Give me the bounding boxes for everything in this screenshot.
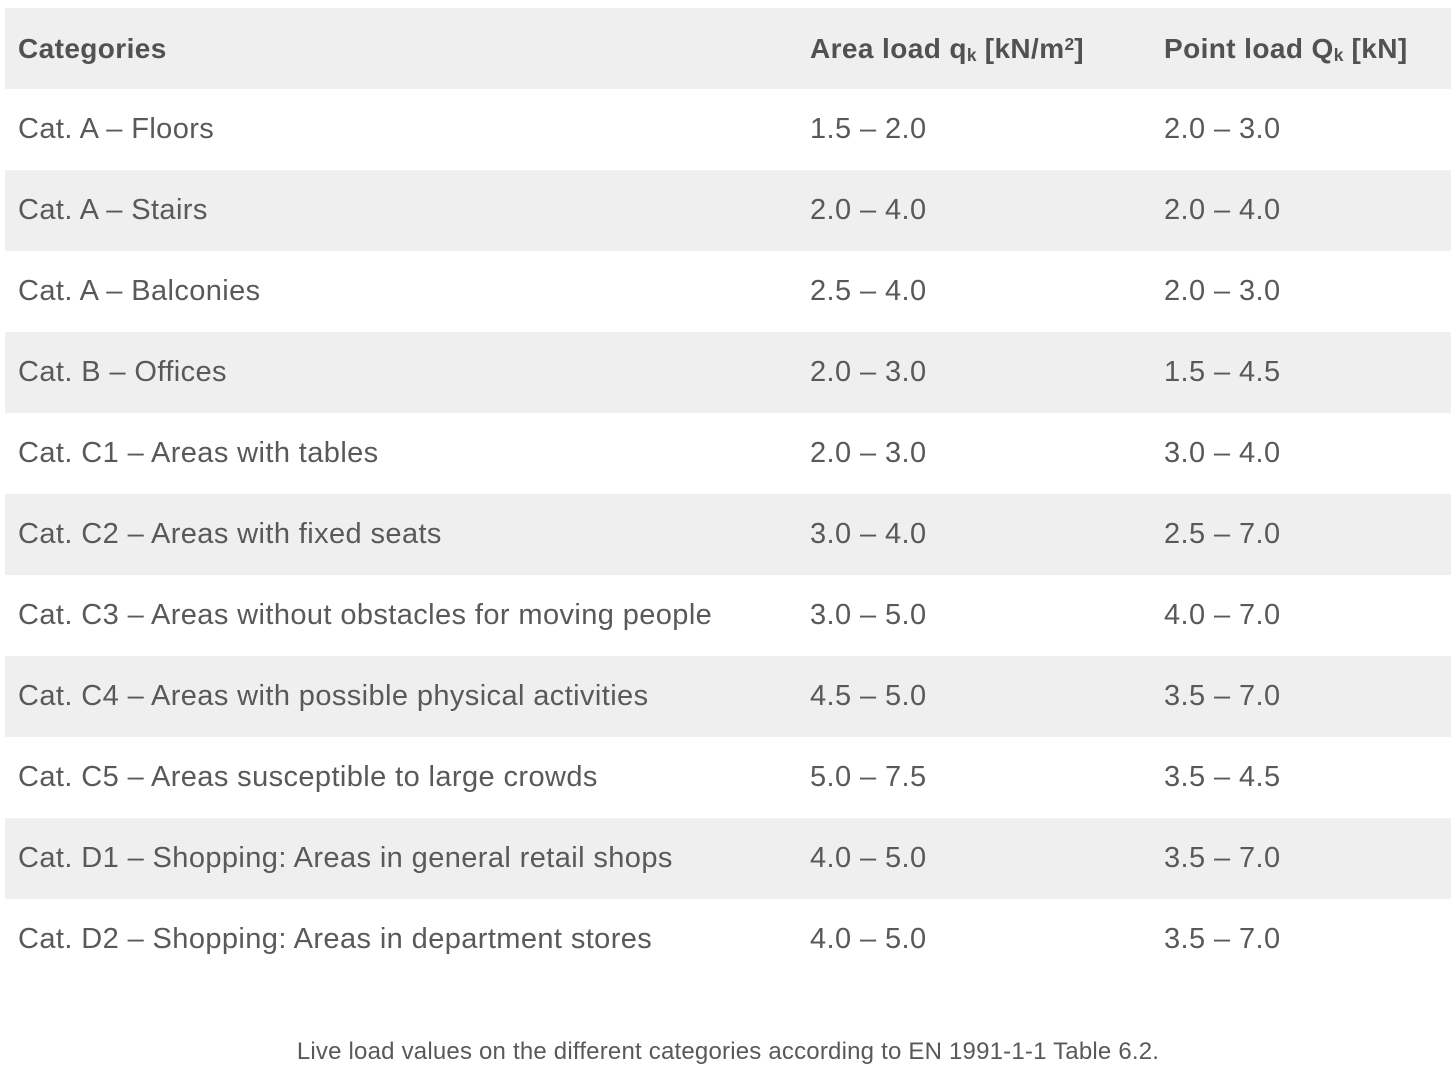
category-cell: Cat. A – Floors	[18, 113, 215, 145]
category-cell: Cat. D1 – Shopping: Areas in general ret…	[18, 842, 673, 874]
category-cell: Cat. C1 – Areas with tables	[18, 437, 379, 469]
table-row: Cat. C2 – Areas with fixed seats 3.0 – 4…	[5, 494, 1451, 575]
point-load-cell: 2.0 – 4.0	[1164, 194, 1281, 226]
point-load-cell: 2.0 – 3.0	[1164, 275, 1281, 307]
area-load-cell: 2.0 – 3.0	[810, 437, 927, 469]
category-cell: Cat. A – Balconies	[18, 275, 261, 307]
area-load-cell: 4.0 – 5.0	[810, 923, 927, 955]
area-load-cell: 4.0 – 5.0	[810, 842, 927, 874]
category-cell: Cat. C3 – Areas without obstacles for mo…	[18, 599, 713, 631]
point-load-cell: 3.5 – 7.0	[1164, 842, 1281, 874]
area-load-cell: 2.5 – 4.0	[810, 275, 927, 307]
area-load-label: Area load q	[810, 32, 967, 64]
category-cell: Cat. D2 – Shopping: Areas in department …	[18, 923, 653, 955]
column-header-area-load: Area load qk [kN/m2]	[810, 8, 1164, 89]
table-caption: Live load values on the different catego…	[296, 1038, 1160, 1065]
table-header-row: Categories Area load qk [kN/m2] Point lo…	[5, 8, 1451, 89]
column-header-categories: Categories	[18, 32, 167, 64]
point-load-cell: 3.5 – 7.0	[1164, 923, 1281, 955]
point-load-cell: 1.5 – 4.5	[1164, 356, 1281, 388]
table-row: Cat. A – Floors 1.5 – 2.0 2.0 – 3.0	[5, 89, 1451, 170]
area-load-superscript: 2	[1064, 33, 1075, 54]
area-load-unit-close: ]	[1074, 32, 1084, 64]
area-load-unit-open: [kN/m	[976, 32, 1065, 64]
table-row: Cat. C5 – Areas susceptible to large cro…	[5, 737, 1451, 818]
table-row: Cat. C3 – Areas without obstacles for mo…	[5, 575, 1451, 656]
table-row: Cat. D2 – Shopping: Areas in department …	[5, 899, 1451, 980]
live-load-table: Categories Area load qk [kN/m2] Point lo…	[5, 8, 1451, 980]
area-load-cell: 1.5 – 2.0	[810, 113, 927, 145]
point-load-cell: 3.5 – 7.0	[1164, 680, 1281, 712]
table-row: Cat. A – Balconies 2.5 – 4.0 2.0 – 3.0	[5, 251, 1451, 332]
category-cell: Cat. C4 – Areas with possible physical a…	[18, 680, 649, 712]
area-load-cell: 3.0 – 5.0	[810, 599, 927, 631]
table-row: Cat. C4 – Areas with possible physical a…	[5, 656, 1451, 737]
point-load-cell: 3.5 – 4.5	[1164, 761, 1281, 793]
category-cell: Cat. C5 – Areas susceptible to large cro…	[18, 761, 598, 793]
area-load-cell: 4.5 – 5.0	[810, 680, 927, 712]
category-cell: Cat. B – Offices	[18, 356, 227, 388]
area-load-cell: 2.0 – 4.0	[810, 194, 927, 226]
point-load-subscript: k	[1333, 44, 1344, 65]
point-load-unit: [kN]	[1343, 32, 1408, 64]
category-cell: Cat. C2 – Areas with fixed seats	[18, 518, 442, 550]
point-load-cell: 4.0 – 7.0	[1164, 599, 1281, 631]
column-header-point-load: Point load Qk [kN]	[1164, 8, 1451, 89]
table-row: Cat. D1 – Shopping: Areas in general ret…	[5, 818, 1451, 899]
table-row: Cat. A – Stairs 2.0 – 4.0 2.0 – 4.0	[5, 170, 1451, 251]
area-load-cell: 3.0 – 4.0	[810, 518, 927, 550]
category-cell: Cat. A – Stairs	[18, 194, 208, 226]
point-load-cell: 3.0 – 4.0	[1164, 437, 1281, 469]
load-values-table: Categories Area load qk [kN/m2] Point lo…	[5, 8, 1451, 980]
point-load-label: Point load Q	[1164, 32, 1334, 64]
area-load-cell: 2.0 – 3.0	[810, 356, 927, 388]
table-row: Cat. C1 – Areas with tables 2.0 – 3.0 3.…	[5, 413, 1451, 494]
point-load-cell: 2.5 – 7.0	[1164, 518, 1281, 550]
point-load-cell: 2.0 – 3.0	[1164, 113, 1281, 145]
table-row: Cat. B – Offices 2.0 – 3.0 1.5 – 4.5	[5, 332, 1451, 413]
area-load-subscript: k	[966, 44, 977, 65]
area-load-cell: 5.0 – 7.5	[810, 761, 927, 793]
